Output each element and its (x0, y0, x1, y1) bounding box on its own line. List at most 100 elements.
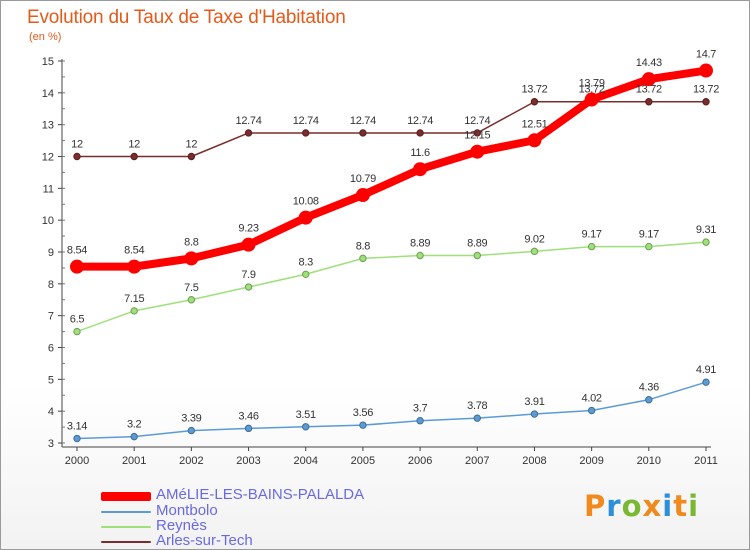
data-label-amelie: 8.54 (67, 245, 87, 257)
point-montbolo (73, 434, 81, 443)
y-tick-label: 10 (42, 215, 54, 227)
data-label-montbolo: 4.36 (639, 382, 659, 394)
point-reynes (73, 327, 81, 336)
y-tick-label: 6 (48, 343, 54, 355)
data-label-montbolo: 3.39 (181, 413, 201, 425)
point-arles (130, 152, 138, 161)
x-tick-label: 2001 (122, 455, 146, 467)
point-reynes (302, 270, 310, 278)
point-reynes (530, 247, 539, 256)
series-line-arles (76, 100, 707, 158)
x-tick-label: 2003 (236, 455, 260, 467)
x-tick-label: 2000 (65, 455, 89, 467)
y-tick-label: 5 (48, 374, 54, 386)
x-tick-label: 2005 (351, 455, 375, 467)
data-label-montbolo: 3.7 (413, 403, 428, 415)
point-montbolo (645, 396, 653, 404)
data-label-reynes: 6.5 (70, 314, 85, 326)
x-tick-label: 2009 (579, 455, 603, 467)
point-arles (73, 152, 81, 161)
x-tick-label: 2006 (408, 455, 432, 467)
x-tick-label: 2008 (522, 455, 546, 467)
point-reynes (130, 307, 138, 315)
point-montbolo (130, 432, 138, 441)
data-label-reynes: 7.15 (124, 293, 144, 305)
data-label-reynes: 9.17 (582, 229, 602, 241)
data-label-amelie: 13.79 (579, 78, 605, 90)
legend-swatch-amelie (101, 492, 151, 501)
point-arles (302, 129, 310, 137)
y-tick-label: 12 (42, 152, 54, 164)
data-label-montbolo: 3.91 (524, 396, 544, 408)
point-montbolo (302, 423, 310, 431)
legend-label-arles: Arles-sur-Tech (156, 532, 253, 549)
point-montbolo (702, 378, 710, 386)
data-label-arles: 13.72 (693, 84, 719, 96)
data-label-montbolo: 3.56 (353, 407, 373, 419)
point-montbolo (187, 426, 196, 435)
y-tick-label: 3 (48, 438, 54, 450)
data-label-amelie: 10.08 (293, 196, 319, 208)
point-montbolo (530, 410, 539, 418)
data-label-montbolo: 4.02 (582, 393, 602, 405)
y-tick-label: 8 (48, 279, 54, 291)
legend-label-reynes: Reynès (156, 517, 207, 534)
unit-label: (en %) (29, 31, 62, 43)
point-amelie (527, 133, 542, 148)
data-label-montbolo: 4.91 (696, 364, 716, 376)
point-reynes (587, 242, 596, 251)
point-reynes (187, 296, 196, 304)
y-tick-label: 7 (48, 311, 54, 323)
y-tick-label: 11 (43, 183, 54, 195)
point-amelie (699, 63, 713, 78)
point-montbolo (473, 414, 481, 422)
data-label-arles: 12.74 (464, 115, 490, 127)
point-arles (187, 152, 196, 161)
legend-swatch-montbolo (101, 511, 151, 513)
point-amelie (298, 210, 313, 225)
data-label-reynes: 9.02 (524, 233, 544, 245)
y-tick-label: 14 (42, 88, 54, 100)
legend-swatch-reynes (101, 526, 151, 528)
point-amelie (413, 162, 428, 177)
data-label-montbolo: 3.46 (238, 410, 258, 422)
data-label-arles: 12.74 (293, 115, 319, 127)
x-tick-label: 2007 (465, 455, 489, 467)
data-label-reynes: 8.8 (356, 240, 371, 252)
point-montbolo (244, 424, 253, 433)
point-montbolo (359, 421, 367, 429)
data-label-amelie: 8.54 (124, 245, 144, 257)
point-reynes (244, 283, 253, 291)
data-label-arles: 12 (128, 139, 140, 151)
y-tick-label: 13 (42, 120, 54, 132)
data-label-reynes: 9.17 (639, 229, 659, 241)
data-label-reynes: 8.89 (467, 238, 487, 250)
data-label-arles: 12.74 (350, 115, 376, 127)
x-tick-label: 2004 (293, 455, 317, 467)
point-amelie (584, 92, 599, 107)
data-label-reynes: 8.89 (410, 238, 430, 250)
point-arles (473, 129, 481, 137)
legend-label-amelie: AMéLIE-LES-BAINS-PALALDA (156, 486, 365, 503)
data-label-montbolo: 3.51 (296, 409, 316, 421)
data-label-amelie: 9.23 (238, 223, 258, 235)
data-label-reynes: 9.31 (696, 224, 716, 236)
y-tick-label: 4 (48, 406, 54, 418)
data-label-amelie: 10.79 (350, 173, 376, 185)
data-label-reynes: 7.5 (184, 282, 199, 294)
point-arles (244, 129, 253, 137)
series-line-reynes (76, 241, 707, 333)
point-reynes (702, 238, 710, 246)
data-label-arles: 12.74 (407, 115, 433, 127)
data-label-montbolo: 3.78 (467, 400, 487, 412)
point-amelie (470, 144, 485, 159)
point-reynes (416, 251, 424, 260)
x-tick-label: 2002 (179, 455, 203, 467)
point-amelie (355, 188, 370, 203)
legend-swatch-arles (101, 541, 151, 543)
data-label-montbolo: 3.14 (67, 421, 87, 433)
point-reynes (473, 251, 481, 260)
data-label-amelie: 12.51 (521, 118, 547, 130)
data-label-arles: 12 (186, 139, 198, 151)
